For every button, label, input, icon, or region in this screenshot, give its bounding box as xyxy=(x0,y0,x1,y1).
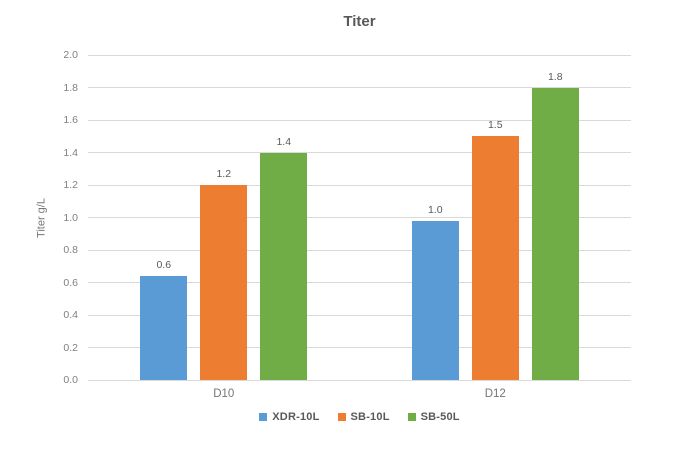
bar-data-label: 1.2 xyxy=(216,168,232,180)
y-tick-label: 0.6 xyxy=(63,276,78,289)
y-tick-label: 2.0 xyxy=(63,49,78,61)
gridline xyxy=(88,217,631,218)
legend-item-xdr-10l: XDR-10L xyxy=(259,411,319,423)
gridline xyxy=(88,119,631,121)
y-tick-label: 1.8 xyxy=(63,81,78,94)
gridline xyxy=(88,314,631,316)
legend: XDR-10L SB-10L SB-50L xyxy=(88,411,631,423)
legend-label: SB-10L xyxy=(350,411,390,423)
y-tick-label: 1.4 xyxy=(63,146,78,159)
bar-data-label: 1.0 xyxy=(427,203,443,216)
legend-item-sb-50l: SB-50L xyxy=(407,411,460,423)
bar-sb-10l-d10 xyxy=(200,185,248,380)
bar-data-label: 0.6 xyxy=(156,259,172,271)
legend-marker-icon xyxy=(407,413,416,421)
x-tick-label-d10: D10 xyxy=(213,388,235,400)
bar-data-label: 1.8 xyxy=(547,70,563,83)
x-tick-label-d12: D12 xyxy=(484,388,506,400)
bar-xdr-10l-d12 xyxy=(411,220,459,380)
y-tick-label: 0.4 xyxy=(63,309,78,321)
y-tick-label: 0.2 xyxy=(63,341,78,354)
legend-marker-icon xyxy=(259,413,268,421)
legend-item-sb-10l: SB-10L xyxy=(337,411,390,423)
bar-xdr-10l-d10 xyxy=(140,276,188,380)
y-tick-label: 0.8 xyxy=(63,244,78,256)
bar-sb-50l-d12 xyxy=(531,87,579,380)
legend-label: XDR-10L xyxy=(272,411,320,423)
gridline xyxy=(88,54,631,56)
gridline xyxy=(88,282,631,283)
gridline xyxy=(88,249,631,251)
legend-label: SB-50L xyxy=(420,411,460,423)
chart-title: Titer xyxy=(343,13,376,30)
bar-sb-50l-d10 xyxy=(260,152,308,380)
gridline xyxy=(88,184,631,186)
legend-marker-icon xyxy=(337,413,346,421)
plot-area: 0.6 1.2 1.4 1.0 1.5 1.8 xyxy=(88,54,631,381)
y-tick-label: 1.6 xyxy=(63,114,78,126)
bar-data-label: 1.4 xyxy=(276,135,292,148)
gridline xyxy=(88,379,631,381)
bar-data-label: 1.5 xyxy=(487,119,503,132)
y-tick-label: 1.0 xyxy=(63,211,78,224)
gridline xyxy=(88,152,631,153)
y-tick-label: 0.0 xyxy=(63,374,78,386)
y-tick-label: 1.2 xyxy=(63,179,78,191)
gridline xyxy=(88,87,631,88)
gridline xyxy=(88,347,631,348)
bar-sb-10l-d12 xyxy=(471,136,519,380)
